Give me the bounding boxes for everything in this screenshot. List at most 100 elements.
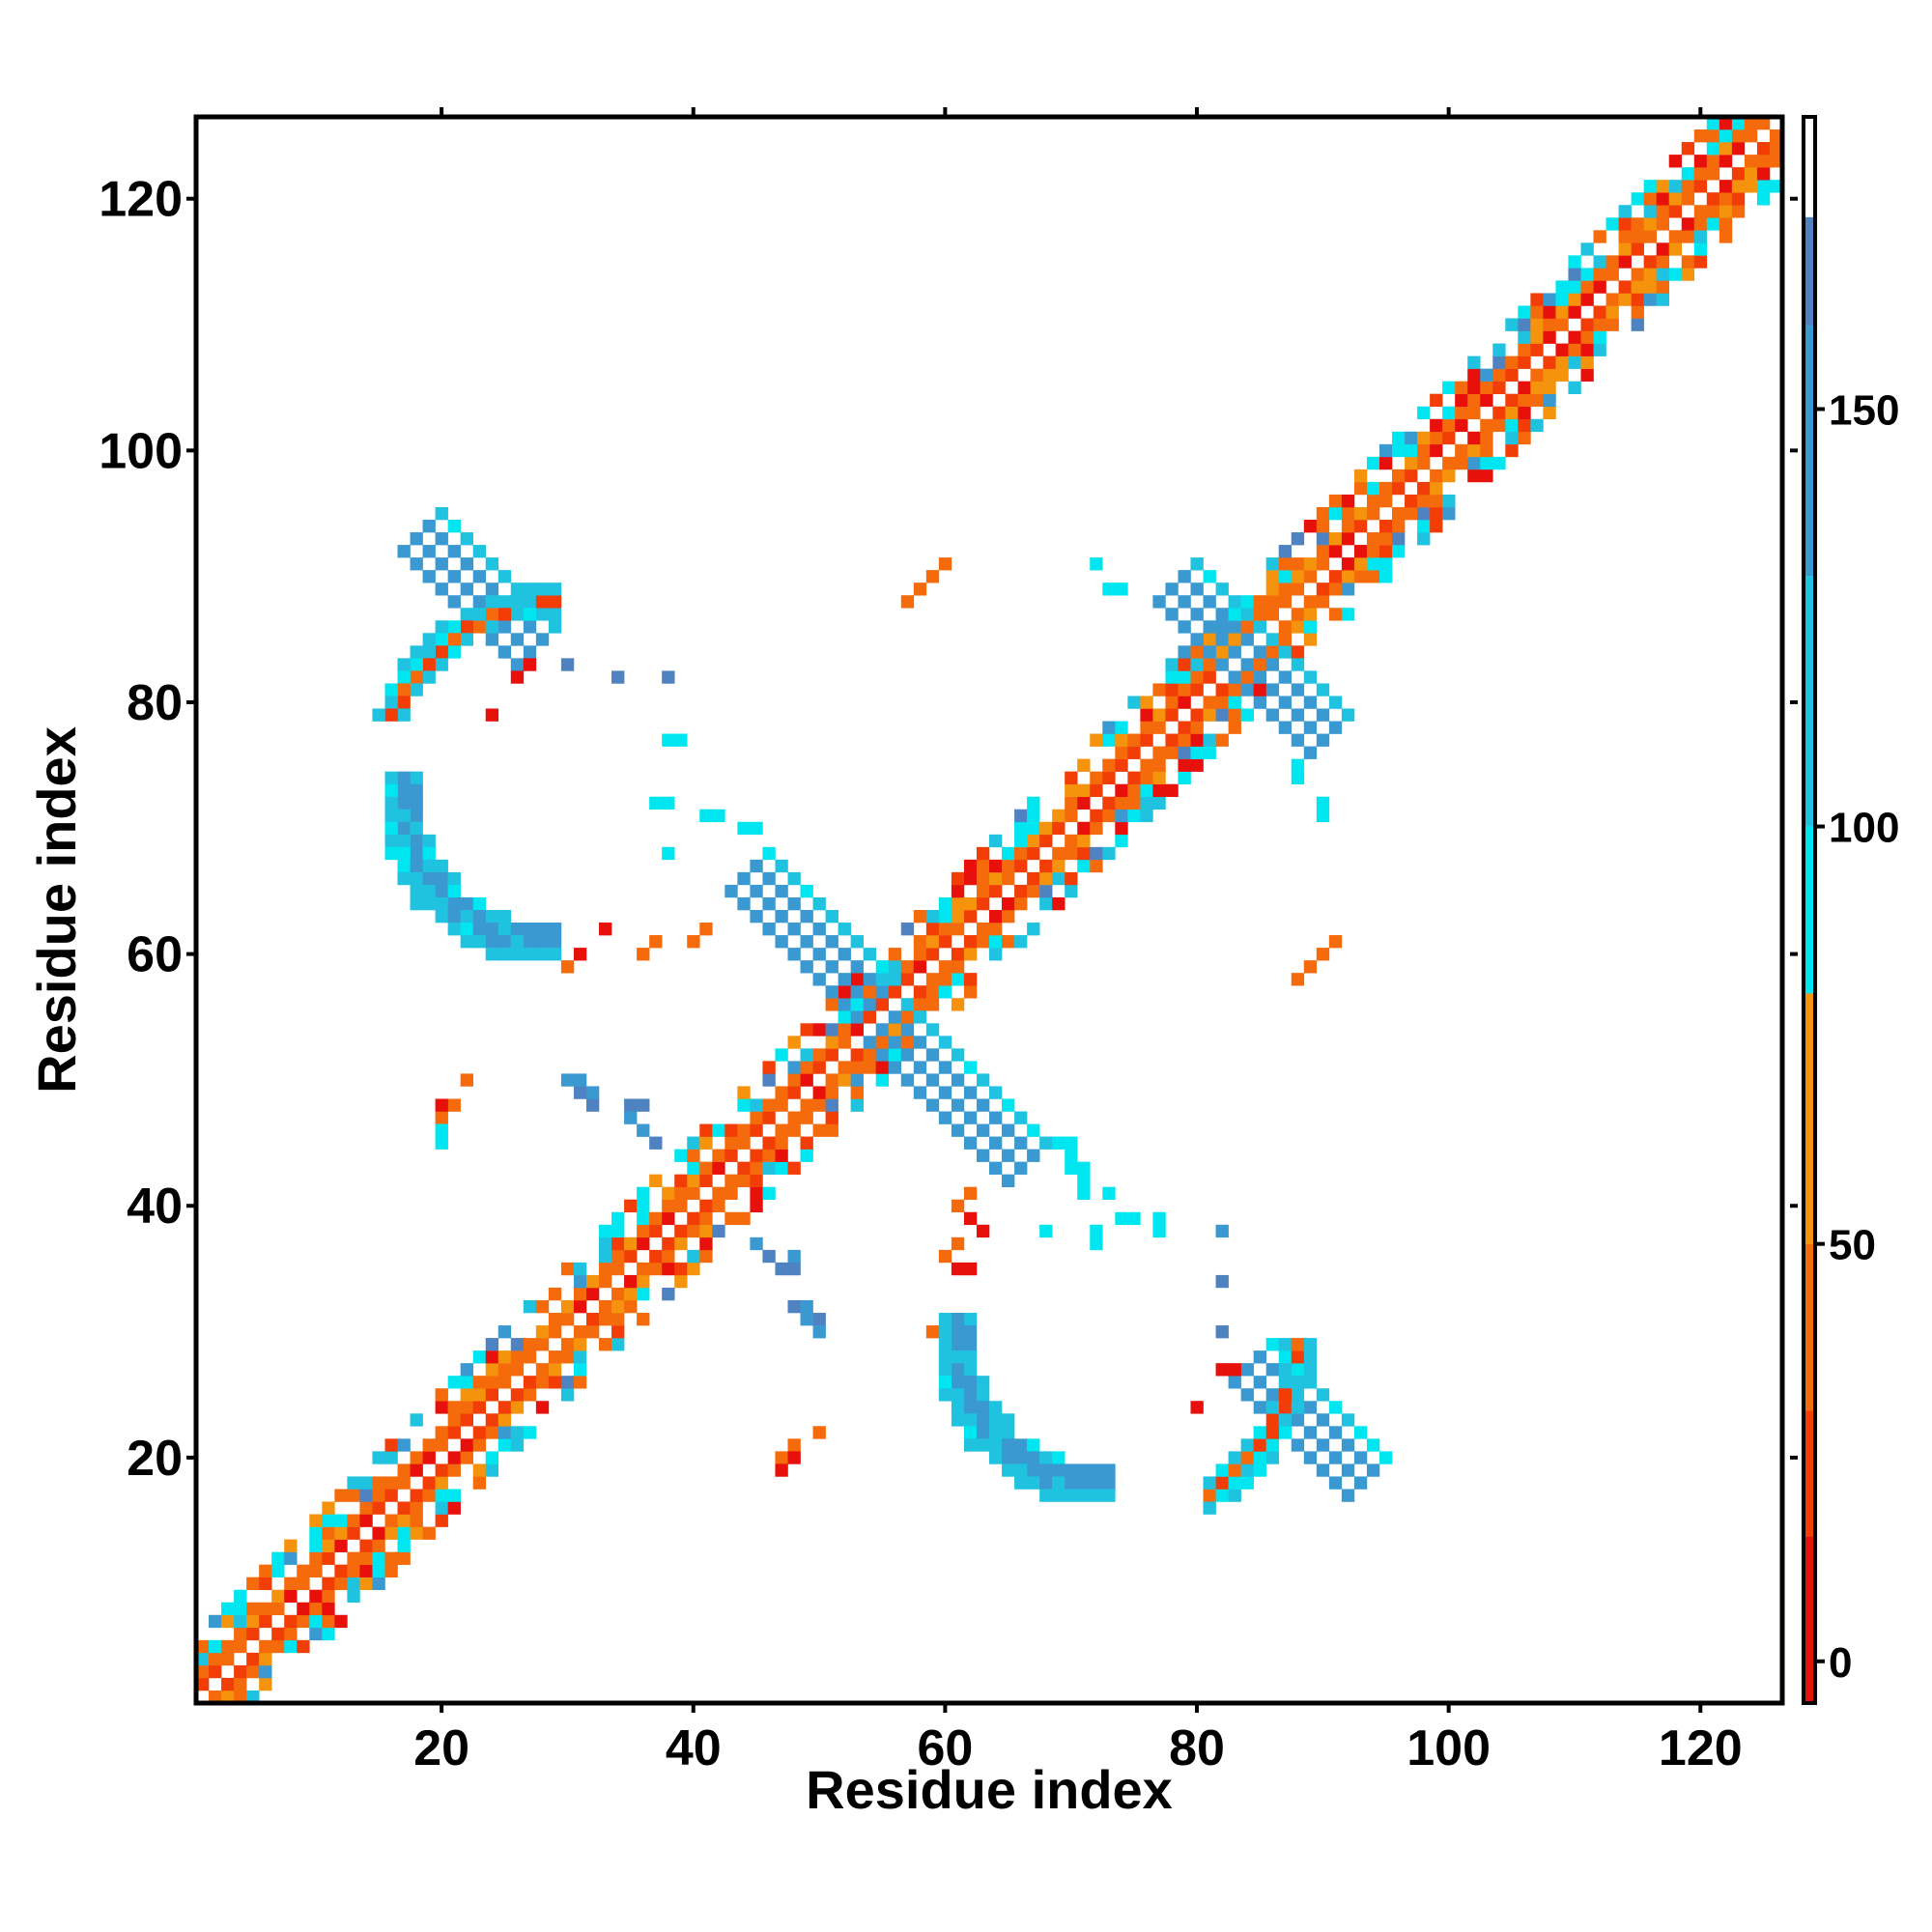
heatmap-cell (372, 1551, 385, 1565)
heatmap-cell (1430, 481, 1443, 496)
heatmap-cell (548, 595, 562, 609)
heatmap-cell (1353, 520, 1368, 533)
heatmap-cell (334, 1526, 348, 1540)
heatmap-cell (1065, 1463, 1078, 1477)
heatmap-cell (888, 1048, 902, 1062)
heatmap-cell (1405, 469, 1418, 483)
heatmap-cell (812, 948, 826, 961)
heatmap-cell (1417, 481, 1431, 496)
heatmap-cell (435, 557, 448, 571)
heatmap-cell (1027, 923, 1040, 936)
heatmap-cell (1505, 368, 1519, 382)
heatmap-cell (699, 1224, 713, 1238)
heatmap-cell (1731, 167, 1746, 181)
heatmap-cell (712, 1123, 725, 1137)
heatmap-cell (535, 1401, 550, 1414)
heatmap-cell (472, 935, 487, 949)
heatmap-cell (472, 910, 487, 923)
heatmap-cell (1405, 431, 1418, 445)
heatmap-cell (259, 1652, 272, 1666)
heatmap-cell (410, 1413, 423, 1427)
heatmap-cell (1165, 658, 1179, 671)
heatmap-cell (1467, 456, 1481, 470)
heatmap-cell (523, 608, 537, 621)
heatmap-cell (863, 1048, 877, 1062)
heatmap-cell (787, 923, 801, 936)
heatmap-cell (1090, 859, 1103, 873)
heatmap-cell (750, 1123, 763, 1137)
heatmap-cell (1681, 180, 1695, 193)
heatmap-cell (384, 1438, 398, 1452)
heatmap-cell (1152, 771, 1166, 784)
heatmap-cell (1693, 155, 1708, 168)
heatmap-cell (309, 1564, 323, 1577)
heatmap-cell (535, 935, 550, 949)
heatmap-cell (699, 1123, 713, 1137)
heatmap-cell (1265, 1413, 1280, 1427)
heatmap-cell (422, 1438, 436, 1452)
heatmap-cell (1518, 305, 1531, 319)
heatmap-cell (246, 1602, 260, 1616)
heatmap-cell (1543, 305, 1556, 319)
heatmap-cell (662, 846, 675, 861)
heatmap-cell (1353, 1426, 1368, 1439)
heatmap-cell (1706, 217, 1720, 231)
heatmap-cell (888, 1061, 902, 1074)
heatmap-cell (976, 1376, 990, 1389)
heatmap-cell (297, 1577, 310, 1591)
heatmap-cell (1518, 418, 1531, 433)
heatmap-cell (485, 1451, 499, 1464)
heatmap-cell (410, 1514, 423, 1527)
heatmap-cell (1731, 142, 1746, 156)
heatmap-cell (460, 1401, 473, 1414)
heatmap-cell (599, 1274, 612, 1289)
heatmap-cell (447, 1451, 461, 1464)
heatmap-cell (359, 1489, 373, 1502)
heatmap-cell (1593, 330, 1606, 344)
heatmap-cell (1744, 155, 1758, 168)
heatmap-cell (1077, 796, 1091, 810)
heatmap-cell (1178, 683, 1191, 696)
heatmap-cell (1643, 268, 1657, 281)
heatmap-cell (1643, 230, 1657, 243)
heatmap-cell (611, 1262, 625, 1276)
heatmap-cell (1115, 746, 1128, 759)
heatmap-cell (347, 1489, 360, 1502)
heatmap-cell (209, 1690, 222, 1704)
heatmap-cell (1039, 896, 1053, 911)
heatmap-cell (460, 1388, 473, 1402)
heatmap-cell (410, 771, 423, 784)
heatmap-cell (1467, 443, 1481, 458)
heatmap-cell (284, 1551, 298, 1565)
heatmap-cell (1014, 884, 1028, 898)
heatmap-cell (334, 1539, 348, 1552)
heatmap-cell (812, 1098, 826, 1112)
heatmap-cell (1265, 1426, 1280, 1439)
heatmap-cell (485, 1376, 499, 1389)
heatmap-cell (1467, 406, 1481, 420)
heatmap-cell (1543, 330, 1556, 344)
heatmap-cell (649, 796, 663, 810)
heatmap-cell (359, 1564, 373, 1577)
heatmap-cell (1215, 1489, 1229, 1502)
heatmap-cell (1278, 582, 1293, 596)
heatmap-cell (309, 1551, 323, 1565)
heatmap-cell (1530, 318, 1544, 331)
heatmap-cell (497, 620, 512, 634)
heatmap-cell (1291, 683, 1305, 696)
y-tick-label: 100 (99, 423, 183, 479)
heatmap-cell (1455, 406, 1468, 420)
heatmap-cell (397, 1476, 411, 1490)
heatmap-cell (687, 1136, 700, 1150)
heatmap-cell (1228, 620, 1241, 634)
heatmap-cell (1378, 494, 1393, 508)
heatmap-cell (1014, 1463, 1028, 1477)
heatmap-cell (384, 821, 398, 836)
heatmap-cell (359, 1551, 373, 1565)
heatmap-cell (888, 973, 902, 986)
heatmap-cell (750, 884, 763, 898)
heatmap-cell (724, 1136, 738, 1150)
heatmap-cell (472, 595, 487, 609)
heatmap-cell (1152, 1224, 1166, 1238)
heatmap-cell (1693, 167, 1708, 181)
